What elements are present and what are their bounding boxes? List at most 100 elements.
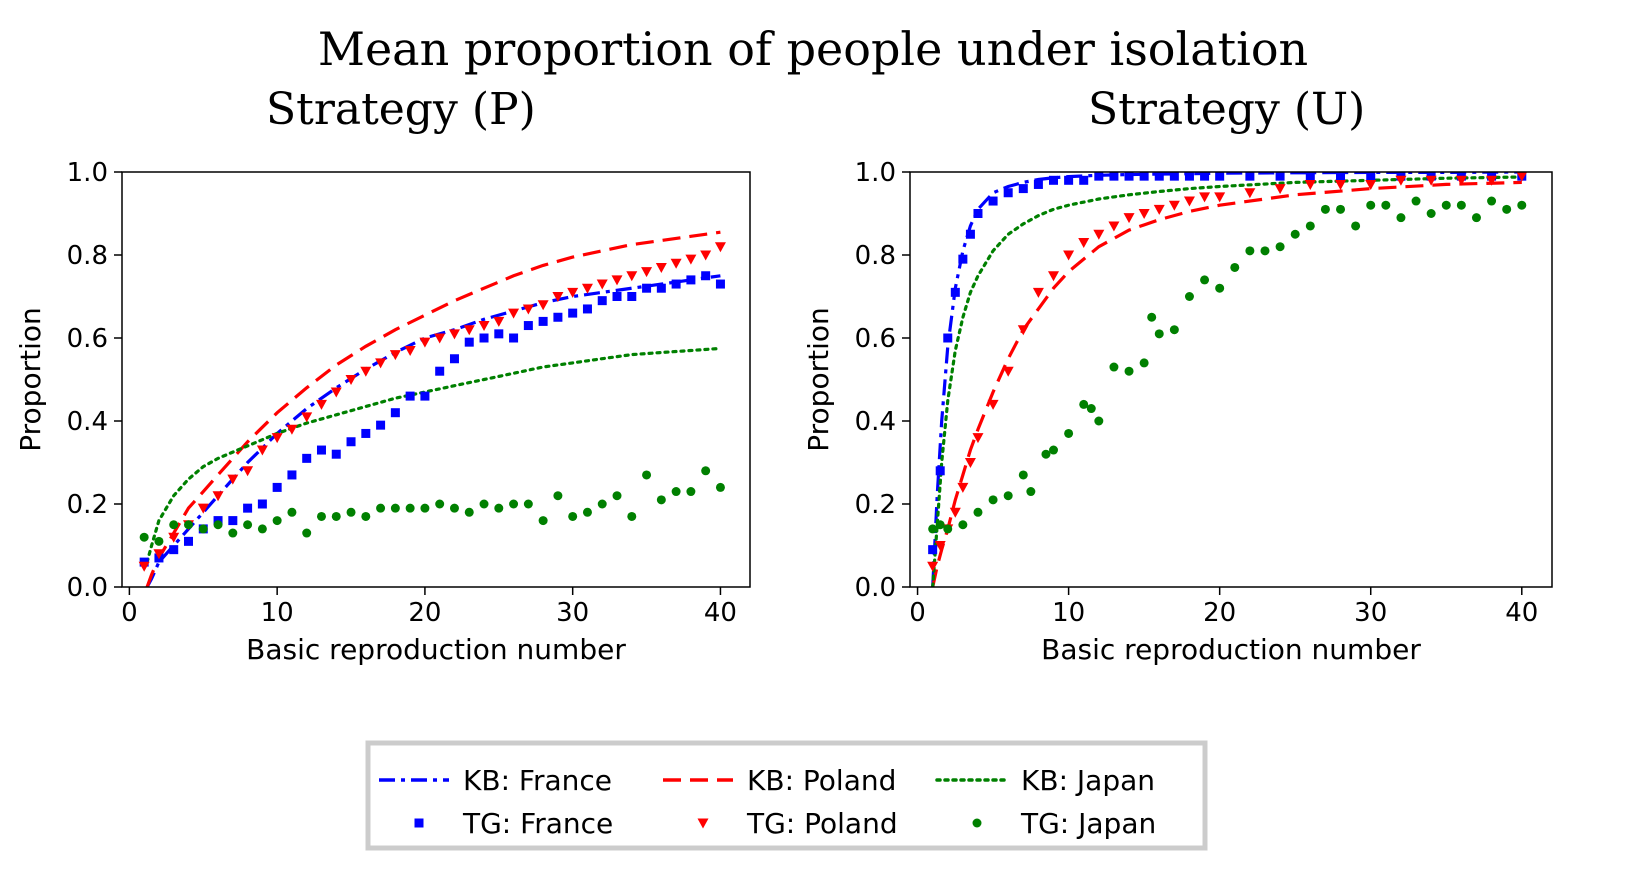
legend-marker-swatch bbox=[972, 818, 982, 828]
legend-label: KB: Japan bbox=[1021, 764, 1155, 797]
scatter-point bbox=[935, 520, 945, 530]
scatter-point bbox=[169, 545, 179, 555]
scatter-point bbox=[330, 387, 342, 398]
scatter-point bbox=[331, 449, 341, 459]
scatter-point bbox=[213, 520, 223, 530]
scatter-point bbox=[1502, 204, 1512, 214]
scatter-point bbox=[449, 503, 459, 513]
scatter-point bbox=[168, 532, 180, 543]
legend-entry: KB: France bbox=[379, 764, 612, 797]
scatter-point bbox=[1169, 171, 1179, 181]
series-line-kb-japan bbox=[931, 175, 1524, 587]
scatter-point bbox=[523, 321, 533, 331]
scatter-point bbox=[641, 267, 653, 278]
scatter-point bbox=[1396, 213, 1406, 223]
scatter-point bbox=[553, 312, 563, 322]
scatter-point bbox=[1094, 171, 1104, 181]
scatter-point bbox=[1215, 171, 1225, 181]
scatter-point bbox=[596, 279, 608, 290]
scatter-point bbox=[243, 503, 253, 513]
scatter-point bbox=[1336, 204, 1346, 214]
y-tick-label: 0.2 bbox=[67, 490, 108, 520]
legend-marker-swatch bbox=[414, 818, 424, 828]
x-tick-label: 10 bbox=[1052, 598, 1085, 628]
legend-label: KB: France bbox=[463, 764, 612, 797]
scatter-point bbox=[1245, 171, 1255, 181]
legend-entry: KB: Poland bbox=[663, 764, 896, 797]
scatter-point bbox=[1079, 175, 1089, 185]
scatter-point bbox=[965, 229, 975, 239]
scatter-point bbox=[567, 287, 579, 298]
y-tick-label: 0.0 bbox=[67, 573, 108, 603]
scatter-point bbox=[1275, 242, 1285, 252]
scatter-point bbox=[701, 466, 711, 476]
scatter-point bbox=[405, 391, 415, 401]
legend-entry: TG: Poland bbox=[697, 807, 898, 840]
scatter-point bbox=[626, 271, 638, 282]
scatter-point bbox=[538, 316, 548, 326]
y-tick-label: 0.6 bbox=[855, 324, 896, 354]
scatter-point bbox=[346, 507, 356, 517]
scatter-point bbox=[1245, 246, 1255, 256]
scatter-point bbox=[479, 499, 489, 509]
y-tick-label: 0.8 bbox=[67, 241, 108, 271]
scatter-point bbox=[286, 424, 298, 435]
scatter-tg-japan bbox=[139, 466, 725, 546]
scatter-point bbox=[1003, 491, 1013, 501]
scatter-point bbox=[568, 308, 578, 318]
scatter-point bbox=[1304, 179, 1316, 190]
y-tick-label: 0.4 bbox=[855, 407, 896, 437]
scatter-point bbox=[1063, 250, 1075, 261]
scatter-point bbox=[509, 333, 519, 343]
scatter-point bbox=[1275, 171, 1285, 181]
scatter-point bbox=[642, 470, 652, 480]
scatter-point bbox=[1003, 188, 1013, 198]
x-tick-label: 40 bbox=[1505, 598, 1538, 628]
series-line-kb-france bbox=[931, 172, 1522, 587]
scatter-point bbox=[1184, 292, 1194, 301]
scatter-point bbox=[670, 258, 682, 269]
scatter-point bbox=[228, 516, 238, 526]
legend: KB: France KB: Poland KB: Japan TG: France T… bbox=[365, 740, 1208, 851]
kb-lines bbox=[931, 172, 1524, 587]
scatter-point bbox=[627, 292, 637, 301]
scatter-point bbox=[1320, 204, 1330, 214]
scatter-point bbox=[302, 528, 312, 538]
scatter-point bbox=[183, 520, 193, 530]
scatter-point bbox=[1018, 184, 1028, 194]
scatter-point bbox=[1395, 175, 1407, 186]
scatter-point bbox=[1109, 171, 1119, 181]
scatter-point bbox=[611, 275, 623, 286]
scatter-point bbox=[715, 279, 725, 289]
scatter-point bbox=[1425, 175, 1437, 186]
scatter-point bbox=[553, 491, 563, 501]
x-tick-label: 40 bbox=[704, 598, 737, 628]
scatter-point bbox=[390, 503, 400, 513]
scatter-point bbox=[988, 196, 998, 206]
scatter-point bbox=[1169, 325, 1179, 335]
scatter-point bbox=[257, 499, 267, 509]
scatter-point bbox=[927, 561, 939, 572]
y-tick-label: 0.8 bbox=[855, 241, 896, 271]
scatter-point bbox=[612, 292, 622, 301]
scatter-point bbox=[1018, 470, 1028, 480]
scatter-point bbox=[361, 511, 371, 521]
scatter-point bbox=[957, 482, 969, 493]
scatter-point bbox=[1139, 171, 1149, 181]
legend-entry: TG: France bbox=[414, 807, 613, 840]
scatter-point bbox=[1154, 329, 1164, 339]
scatter-point bbox=[346, 437, 356, 447]
scatter-tg-japan bbox=[928, 196, 1527, 534]
scatter-point bbox=[973, 507, 983, 517]
scatter-point bbox=[1049, 445, 1059, 455]
scatter-point bbox=[1290, 229, 1300, 239]
figure-title: Mean proportion of people under isolatio… bbox=[317, 22, 1309, 76]
scatter-point bbox=[1153, 204, 1165, 215]
scatter-point bbox=[582, 507, 592, 517]
scatter-point bbox=[420, 503, 430, 513]
scatter-point bbox=[287, 507, 297, 517]
scatter-point bbox=[1456, 200, 1466, 210]
legend-label: TG: France bbox=[462, 807, 613, 840]
scatter-point bbox=[1200, 275, 1210, 285]
scatter-point bbox=[958, 520, 968, 530]
